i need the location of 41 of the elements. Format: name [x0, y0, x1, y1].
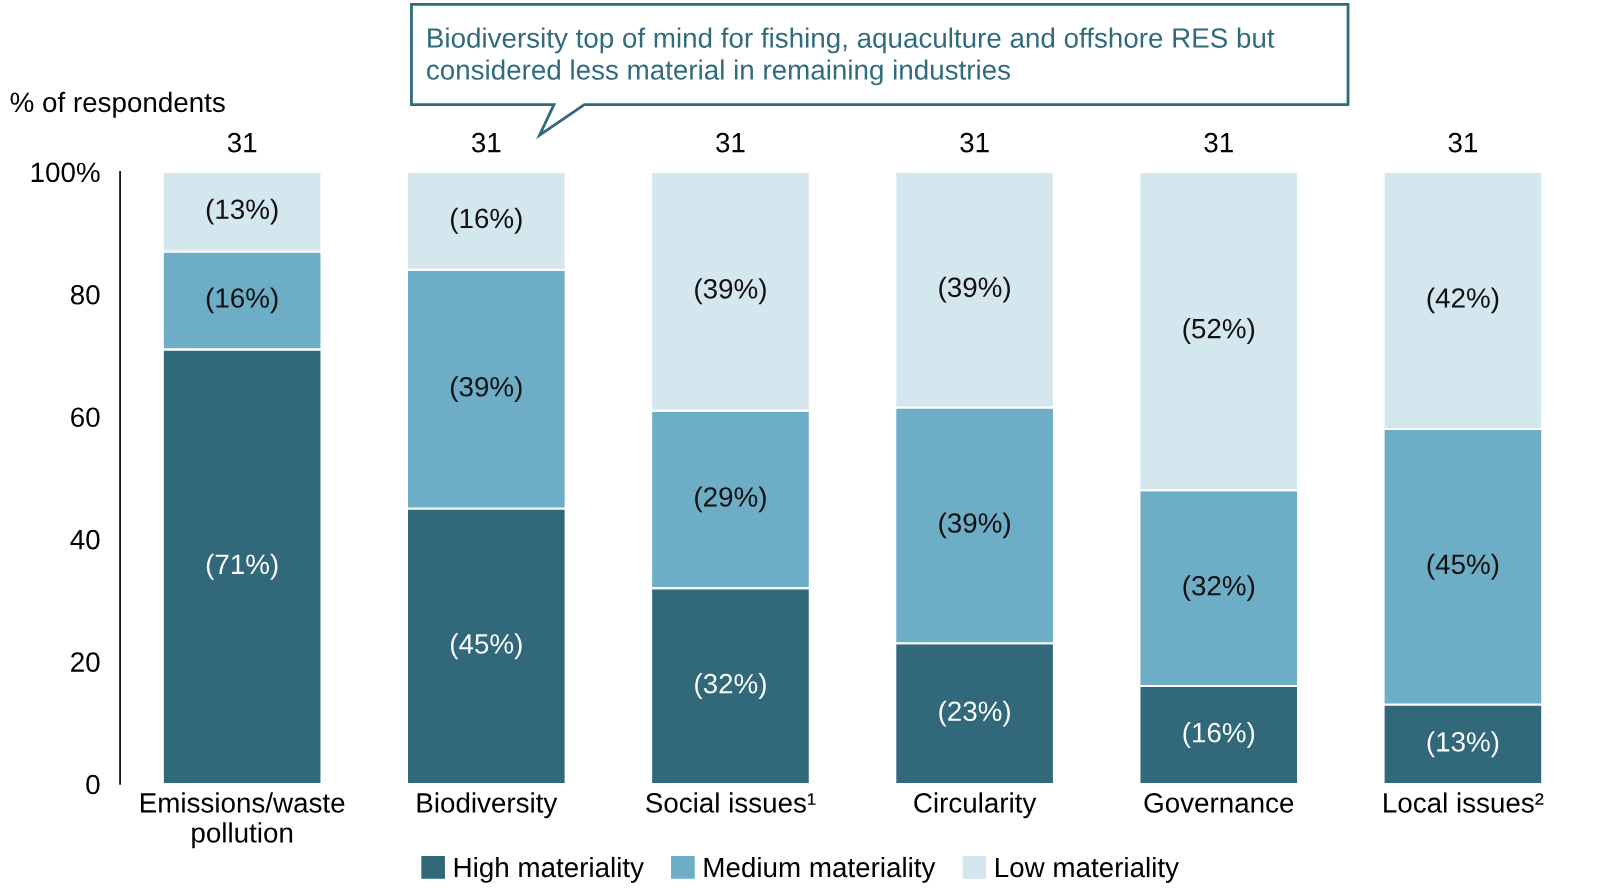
data-label: (42%) — [1427, 287, 1499, 314]
annotation: 31 — [1204, 132, 1233, 153]
x-tick-label: Circularity — [914, 792, 1037, 819]
text: Biodiversity top of mind for fishing, aquaculture and offshore RES but considered less material in remaining industries — [427, 27, 1275, 86]
x-tick-label: Governance — [1144, 793, 1294, 813]
data-label: (29%) — [695, 486, 766, 513]
data-label: (45%) — [450, 633, 522, 660]
legend-label: Medium materiality — [704, 856, 936, 883]
annotation: 31 — [471, 132, 501, 153]
y-tick-label: 20 — [71, 652, 100, 672]
data-label: (16%) — [450, 207, 522, 234]
data-label: (39%) — [450, 376, 522, 403]
data-label: (16%) — [1183, 722, 1255, 748]
y-tick-label: 40 — [70, 529, 100, 550]
x-tick-label: Social issues¹ — [646, 792, 816, 813]
annotation: 31 — [716, 132, 745, 153]
data-label: (23%) — [939, 700, 1010, 727]
legend-label: Low materiality — [996, 856, 1179, 883]
data-label: (39%) — [939, 276, 1010, 303]
y-tick-label: 100% — [31, 162, 100, 183]
x-tick-label: Local issues² — [1384, 792, 1544, 813]
data-label: (32%) — [1183, 575, 1255, 602]
y-axis-title: % of respondents — [10, 91, 225, 118]
y-tick-label: 80 — [70, 284, 100, 305]
annotation: 31 — [1448, 132, 1478, 153]
y-tick-label: 60 — [71, 407, 100, 428]
data-label: (13%) — [1427, 731, 1499, 758]
y-tick-label: 0 — [86, 774, 100, 795]
data-label: (52%) — [1183, 318, 1255, 344]
data-label: (45%) — [1427, 553, 1499, 580]
annotation: 31 — [227, 132, 257, 153]
data-label: (13%) — [206, 198, 278, 225]
data-label: (16%) — [206, 287, 278, 314]
data-label: (39%) — [939, 512, 1010, 539]
data-label: (71%) — [206, 553, 278, 580]
data-label: (39%) — [695, 278, 766, 305]
data-label: (32%) — [695, 673, 766, 700]
annotation: 31 — [960, 132, 989, 153]
x-tick-label: Emissions/waste pollution — [141, 792, 345, 849]
x-tick-label: Biodiversity — [417, 792, 558, 819]
legend-label: High materiality — [454, 856, 644, 883]
